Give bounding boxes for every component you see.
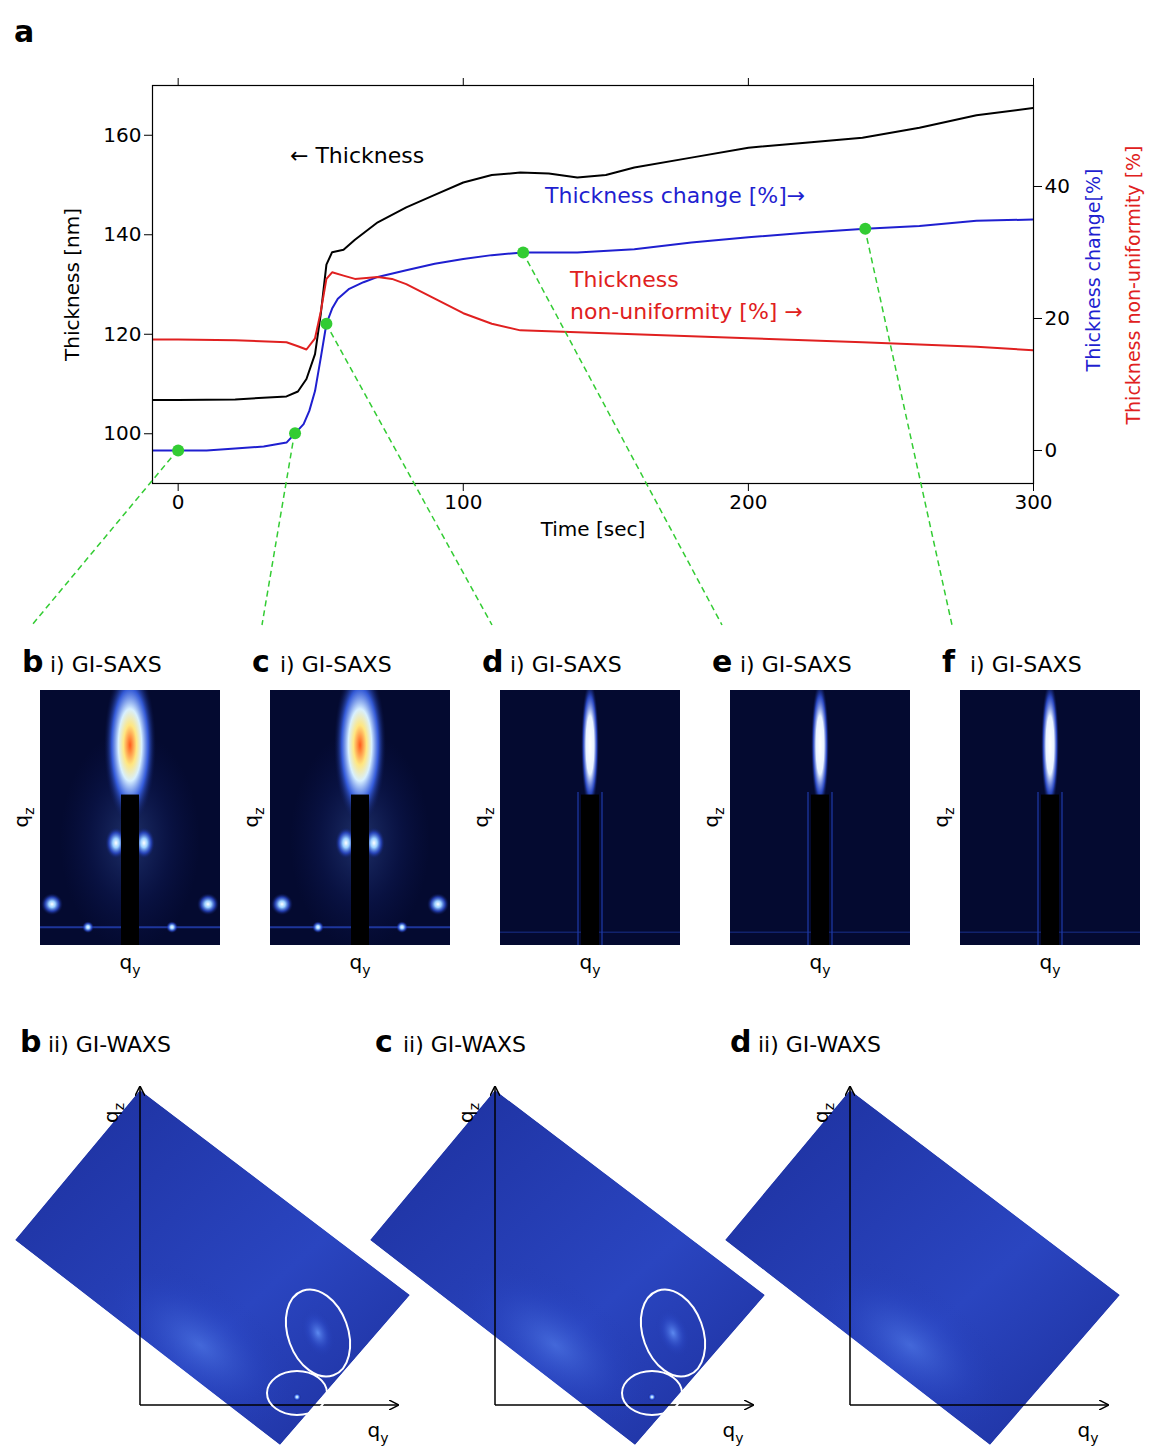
svg-text:Thickness change [%]→: Thickness change [%]→	[544, 183, 805, 208]
svg-text:a: a	[14, 14, 34, 49]
svg-text:ii) GI-WAXS: ii) GI-WAXS	[758, 1032, 881, 1057]
svg-text:Thickness non-uniformity [%]: Thickness non-uniformity [%]	[1122, 145, 1144, 425]
svg-text:ii) GI-WAXS: ii) GI-WAXS	[48, 1032, 171, 1057]
svg-text:f: f	[942, 644, 956, 679]
svg-text:i) GI-SAXS: i) GI-SAXS	[510, 652, 622, 677]
svg-text:d: d	[730, 1024, 751, 1059]
svg-text:160: 160	[103, 123, 141, 147]
svg-text:Time [sec]: Time [sec]	[540, 517, 646, 541]
svg-text:c: c	[375, 1024, 393, 1059]
svg-text:qy: qy	[368, 1418, 389, 1446]
svg-text:b: b	[22, 644, 43, 679]
svg-text:0: 0	[172, 490, 185, 514]
svg-text:qz: qz	[469, 807, 497, 827]
svg-text:c: c	[252, 644, 270, 679]
svg-text:qz: qz	[699, 807, 727, 827]
svg-text:non-uniformity [%] →: non-uniformity [%] →	[570, 299, 803, 324]
svg-text:0: 0	[1045, 438, 1058, 462]
svg-text:d: d	[482, 644, 503, 679]
svg-text:qz: qz	[454, 1103, 482, 1123]
svg-text:← Thickness: ← Thickness	[290, 143, 424, 168]
svg-text:120: 120	[103, 322, 141, 346]
svg-text:40: 40	[1045, 174, 1070, 198]
svg-text:qy: qy	[580, 950, 601, 978]
svg-text:Thickness change[%]: Thickness change[%]	[1082, 169, 1104, 373]
svg-text:Thickness: Thickness	[569, 267, 679, 292]
svg-text:qz: qz	[99, 1103, 127, 1123]
svg-text:qy: qy	[723, 1418, 744, 1446]
svg-text:ii) GI-WAXS: ii) GI-WAXS	[403, 1032, 526, 1057]
svg-text:200: 200	[729, 490, 767, 514]
svg-text:qy: qy	[1040, 950, 1061, 978]
svg-text:140: 140	[103, 222, 141, 246]
svg-text:qz: qz	[929, 807, 957, 827]
svg-text:20: 20	[1045, 306, 1070, 330]
svg-text:qz: qz	[239, 807, 267, 827]
svg-text:qy: qy	[1078, 1418, 1099, 1446]
svg-text:Thickness [nm]: Thickness [nm]	[60, 208, 84, 362]
svg-text:qy: qy	[120, 950, 141, 978]
svg-text:i) GI-SAXS: i) GI-SAXS	[740, 652, 852, 677]
svg-text:i) GI-SAXS: i) GI-SAXS	[50, 652, 162, 677]
svg-text:qy: qy	[350, 950, 371, 978]
svg-text:b: b	[20, 1024, 41, 1059]
svg-text:100: 100	[444, 490, 482, 514]
svg-text:i) GI-SAXS: i) GI-SAXS	[970, 652, 1082, 677]
svg-text:e: e	[712, 644, 732, 679]
svg-text:qz: qz	[809, 1103, 837, 1123]
svg-text:qz: qz	[9, 807, 37, 827]
svg-text:300: 300	[1014, 490, 1052, 514]
svg-text:qy: qy	[810, 950, 831, 978]
svg-text:100: 100	[103, 421, 141, 445]
svg-text:i) GI-SAXS: i) GI-SAXS	[280, 652, 392, 677]
